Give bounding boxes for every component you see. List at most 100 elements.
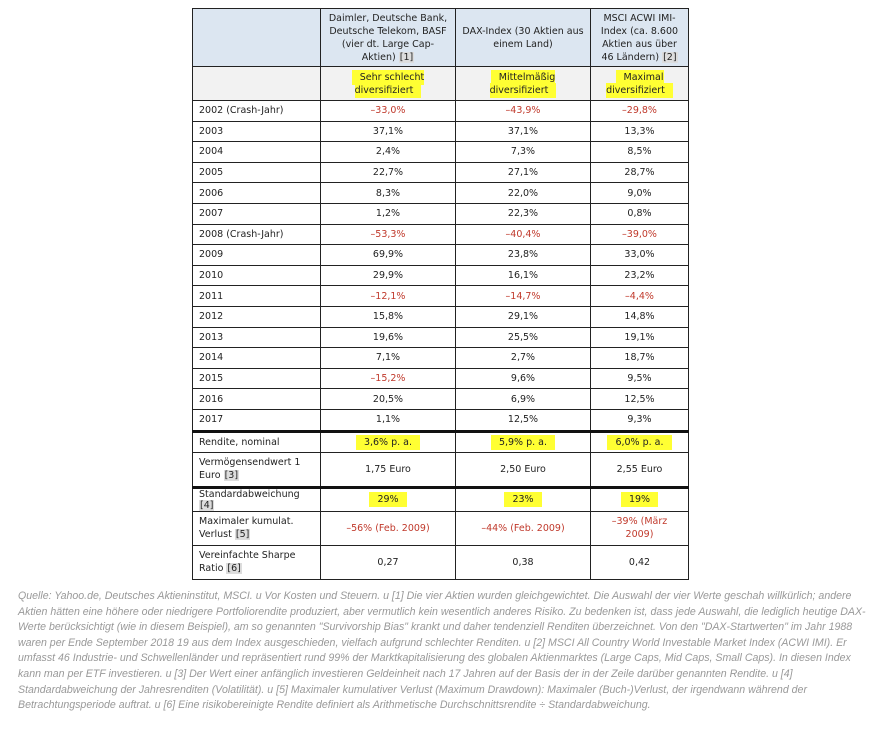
diversification-rating: Mittelmäßig diversifiziert [489,69,557,98]
column-header-text: Daimler, Deutsche Bank, Deutsche Telekom… [328,12,448,63]
return-value: 9,6% [455,367,591,390]
year-label: 2010 [192,264,321,287]
rating-cell: Mittelmäßig diversifiziert [455,66,591,101]
return-value: 9,0% [590,182,689,204]
summary-value: 5,9% p. a. [455,429,591,453]
table-row: 2016 20,5% 6,9% 12,5% [192,388,689,410]
year-label: 2006 [192,182,321,204]
table-row: 2004 2,4% 7,3% 8,5% [192,141,689,163]
table-row: 2008 (Crash-Jahr) –53,3% –40,4% –39,0% [192,223,689,246]
comparison-table: Daimler, Deutsche Bank, Deutsche Telekom… [192,8,689,580]
return-value: 19,1% [590,326,689,349]
year-label: 2009 [192,244,321,266]
return-value: 22,7% [320,161,456,184]
column-header: MSCI ACWI IMI-Index (ca. 8.600 Aktien au… [590,8,689,67]
summary-value: 1,75 Euro [320,451,456,488]
summary-label-text: Maximaler kumulat. Verlust [199,516,294,540]
return-value: –15,2% [320,367,456,390]
summary-label: Vermögensendwert 1 Euro [3] [192,451,321,488]
summary-value-text: 0,42 [628,556,651,568]
column-header-text: DAX-Index (30 Aktien aus einem Land) [462,25,584,50]
return-value: 0,8% [590,202,689,225]
summary-value-text: 3,6% p. a. [355,434,421,450]
summary-value: 29% [320,485,456,512]
year-label: 2008 (Crash-Jahr) [192,223,321,246]
summary-value: 3,6% p. a. [320,429,456,453]
return-value: 8,5% [590,141,689,163]
summary-value-text: –56% (Feb. 2009) [346,522,430,534]
return-value: –33,0% [320,100,456,122]
return-value: 2,4% [320,141,456,163]
return-value: –12,1% [320,285,456,307]
return-value: 9,3% [590,408,689,432]
summary-value: 0,27 [320,544,456,580]
year-label: 2005 [192,161,321,184]
footnote-ref: [6] [226,563,242,574]
table-row: 2002 (Crash-Jahr) –33,0% –43,9% –29,8% [192,100,689,122]
return-value: 23,2% [590,264,689,287]
table-row: 2005 22,7% 27,1% 28,7% [192,161,689,184]
summary-row: Vermögensendwert 1 Euro [3] 1,75 Euro 2,50… [192,451,689,488]
return-value: –53,3% [320,223,456,246]
return-value: –29,8% [590,100,689,122]
summary-row: Standardabweichung [4] 29% 23% 19% [192,485,689,512]
return-value: 29,1% [455,305,591,328]
return-value: –43,9% [455,100,591,122]
summary-label: Rendite, nominal [192,429,321,453]
return-value: –14,7% [455,285,591,307]
table-row: 2011 –12,1% –14,7% –4,4% [192,285,689,307]
return-value: 2,7% [455,347,591,369]
return-value: 18,7% [590,347,689,369]
return-value: 9,5% [590,367,689,390]
column-header: Daimler, Deutsche Bank, Deutsche Telekom… [320,8,456,67]
summary-value: –56% (Feb. 2009) [320,510,456,546]
year-label: 2011 [192,285,321,307]
year-label: 2002 (Crash-Jahr) [192,100,321,122]
summary-label-text: Vereinfachte Sharpe Ratio [199,550,296,574]
return-value: –40,4% [455,223,591,246]
year-label: 2014 [192,347,321,369]
table-row: 2009 69,9% 23,8% 33,0% [192,244,689,266]
summary-value: 19% [590,485,689,512]
header-row: Daimler, Deutsche Bank, Deutsche Telekom… [192,8,689,67]
return-value: 23,8% [455,244,591,266]
table-row: 2014 7,1% 2,7% 18,7% [192,347,689,369]
summary-row: Rendite, nominal 3,6% p. a. 5,9% p. a. 6,0%… [192,429,689,453]
summary-value-text: 23% [504,492,542,507]
summary-value-text: 6,0% p. a. [607,434,672,450]
return-value: 1,1% [320,408,456,432]
summary-value-text: 2,55 Euro [616,463,663,475]
rating-row: Sehr schlecht diversifiziert Mittelmäßig … [192,66,689,101]
summary-value-text: 1,75 Euro [365,463,411,475]
summary-label-text: Vermögensendwert 1 Euro [199,457,301,481]
summary-value-text: 19% [620,492,659,507]
summary-row: Maximaler kumulat. Verlust [5] –56% (Feb.… [192,510,689,546]
return-value: –39,0% [590,223,689,246]
rating-cell: Sehr schlecht diversifiziert [320,66,456,101]
year-label: 2007 [192,202,321,225]
return-value: 37,1% [455,120,591,143]
summary-value: 23% [455,485,591,512]
summary-value-text: 29% [369,492,407,507]
year-label: 2017 [192,408,321,432]
return-value: 25,5% [455,326,591,349]
diversification-rating: Sehr schlecht diversifiziert [351,69,425,98]
year-label: 2013 [192,326,321,349]
year-label: 2016 [192,388,321,410]
return-value: 20,5% [320,388,456,410]
summary-value-text: –39% (März 2009) [611,516,668,540]
footnote-ref: [1] [398,51,415,63]
summary-label: Vereinfachte Sharpe Ratio [6] [192,544,321,580]
year-label: 2015 [192,367,321,390]
return-value: 13,3% [590,120,689,143]
summary-label: Maximaler kumulat. Verlust [5] [192,510,321,546]
footnote-ref: [4] [199,499,215,511]
return-value: –4,4% [590,285,689,307]
return-value: 6,9% [455,388,591,410]
summary-value-text: –44% (Feb. 2009) [481,522,565,534]
table-row: 2003 37,1% 37,1% 13,3% [192,120,689,143]
return-value: 69,9% [320,244,456,266]
footnote-ref: [2] [662,51,678,63]
summary-value: –39% (März 2009) [590,510,689,546]
column-header-text: MSCI ACWI IMI-Index (ca. 8.600 Aktien au… [600,12,679,63]
